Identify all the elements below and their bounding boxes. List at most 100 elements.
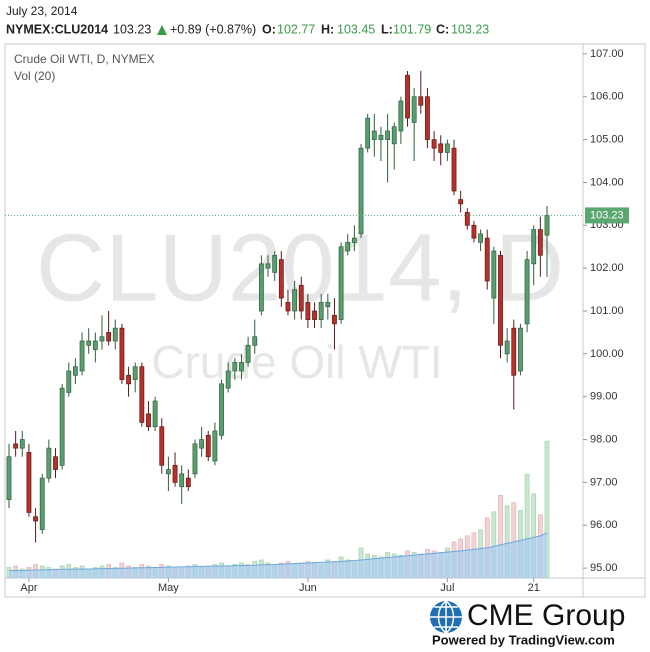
candle-body [365,117,371,149]
y-tick-label: 105.00 [590,133,624,145]
high-label: H: [321,22,334,36]
candle-body [305,302,311,320]
candle-body [484,237,490,282]
candle-body [338,246,344,320]
candle-body [391,126,397,145]
change: +0.89 (+0.87%) [170,22,256,36]
candle-body [86,340,92,346]
candle-body [152,400,158,428]
y-tick-label: 101.00 [590,305,624,317]
close-label: C: [436,22,449,36]
candle-body [252,336,258,346]
candle-body [265,263,271,269]
y-tick-label: 104.00 [590,176,624,188]
candle-body [245,344,251,363]
y-tick-label: 98.00 [590,433,618,445]
candle-body [258,263,264,312]
candle-body [66,370,72,393]
y-tick-label: 107.00 [590,48,624,60]
candle-body [26,452,32,513]
candle-body [544,215,550,236]
open-label: O: [262,22,276,36]
candle-body [232,362,238,372]
x-tick-label: Jun [299,582,317,594]
candle-body [425,96,430,140]
logo-lines [430,600,462,634]
y-tick-label: 100.00 [590,348,624,360]
candle-body [19,439,25,449]
cme-logo: CME Group Powered by TradingView.com [430,599,625,647]
candle-body [192,443,198,475]
candle-body [438,143,444,153]
candle-body [478,233,483,243]
candle-body [185,477,191,488]
candle-body [239,362,244,372]
candle-body [378,134,384,140]
volume-ma-line [9,532,548,571]
close-value: 103.23 [451,22,489,36]
candle-body [272,254,278,273]
candle-body [132,366,138,380]
candle-body [371,130,377,140]
candle-body [498,254,503,346]
candle-body [471,224,477,239]
last-price-tag-label: 103.23 [590,209,624,221]
candle-body [225,370,231,389]
legend-series: Crude Oil WTI, D, NYMEX [14,52,155,66]
candle-body [6,456,12,500]
candle-body [139,366,145,423]
candle-body [205,434,211,458]
candle-body [199,439,205,449]
volume-ma-area [9,532,547,578]
candle-body [504,340,510,355]
y-tick-label: 102.00 [590,262,624,274]
last-price: 103.23 [113,22,151,36]
high-value: 103.45 [337,22,375,36]
candle-body [126,374,131,385]
candle-body [285,302,291,312]
candle-body [358,147,364,235]
candle-body [219,383,224,436]
candle-body [464,212,470,226]
candle-body [398,100,404,132]
candle-body [33,516,38,522]
open-value: 102.77 [277,22,315,36]
candle-body [405,74,410,119]
x-tick-label: Apr [20,582,37,594]
watermark-subtitle: Crude Oil WTI [151,336,442,388]
candle-body [431,139,437,149]
candle-body [518,327,523,372]
legend-volume: Vol (20) [14,69,55,83]
candle-body [146,413,151,428]
candle-body [312,310,317,320]
y-tick-label: 97.00 [590,476,618,488]
candle-body [92,340,98,350]
symbol: NYMEX:CLU2014 [6,22,108,36]
candle-body [13,443,19,449]
candle-body [165,469,171,475]
candle-body [212,430,218,462]
candle-body [318,302,324,320]
candle-body [292,289,298,312]
candle-body [524,259,530,325]
candle-body [79,340,85,372]
y-tick-label: 95.00 [590,562,618,574]
candle-body [119,327,125,380]
candle-body [332,314,337,325]
candle-body [298,284,304,312]
candle-body [451,147,457,192]
candle-body [531,229,537,265]
candle-body [53,456,58,470]
candle-body [112,327,118,342]
candle-body [73,366,78,376]
candle-body [99,336,105,342]
candle-body [159,426,165,466]
up-arrow [157,25,167,35]
candle-body [511,327,517,376]
candle-body [491,250,497,299]
x-tick-label: 21 [528,582,540,594]
candle-body [325,302,331,308]
frame [4,43,646,598]
